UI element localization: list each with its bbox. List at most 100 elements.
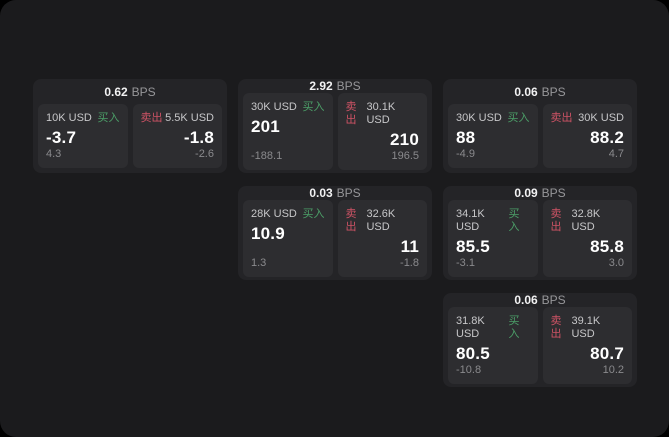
spread-header: 0.03 BPS <box>243 186 427 200</box>
spread-header: 0.06 BPS <box>448 79 632 104</box>
sell-tile-header: 卖出 32.6K USD <box>346 208 420 234</box>
sell-tile-header: 卖出 5.5K USD <box>141 112 215 125</box>
buy-tile-header: 10K USD 买入 <box>46 112 120 125</box>
buy-tile-header: 34.1K USD 买入 <box>456 208 530 234</box>
sell-delta: 196.5 <box>391 150 419 162</box>
buy-tile-header: 28K USD 买入 <box>251 208 325 221</box>
buy-delta: 4.3 <box>46 148 62 160</box>
sell-side-label: 卖出 <box>550 112 573 124</box>
buy-price: 80.5 <box>456 344 490 363</box>
buy-side-label: 买入 <box>302 208 325 220</box>
buy-quote-tile[interactable]: 28K USD 买入 10.9 1.3 <box>243 200 333 277</box>
quote-card: 0.06 BPS 31.8K USD 买入 80.5 -10.8 卖出 39.1… <box>443 293 637 387</box>
sell-side-label: 卖出 <box>345 101 357 126</box>
sell-quote-tile[interactable]: 卖出 32.6K USD 11 -1.8 <box>337 200 427 277</box>
spread-value: 0.03 <box>309 186 333 200</box>
sell-tile-header: 卖出 32.8K USD <box>551 208 625 234</box>
quote-card: 0.06 BPS 30K USD 买入 88 -4.9 卖出 30K USD <box>443 79 637 173</box>
spread-unit: BPS <box>541 293 566 307</box>
sell-quote-tile[interactable]: 卖出 32.8K USD 85.8 3.0 <box>542 200 632 277</box>
buy-quote-tile[interactable]: 30K USD 买入 88 -4.9 <box>448 104 538 168</box>
buy-delta: -188.1 <box>251 150 283 162</box>
spread-unit: BPS <box>131 84 156 99</box>
buy-notional: 28K USD <box>251 208 297 220</box>
quote-card: 2.92 BPS 30K USD 买入 201 -188.1 卖出 30.1K … <box>238 79 432 173</box>
sell-delta: 10.2 <box>602 364 624 376</box>
buy-quote-tile[interactable]: 30K USD 买入 201 -188.1 <box>243 93 333 170</box>
buy-tile-header: 31.8K USD 买入 <box>456 315 530 341</box>
sell-price: -1.8 <box>183 128 214 147</box>
buy-delta: -10.8 <box>456 364 482 376</box>
sell-notional: 32.6K USD <box>366 208 396 233</box>
buy-quote-tile[interactable]: 34.1K USD 买入 85.5 -3.1 <box>448 200 538 277</box>
sell-notional: 32.8K USD <box>571 208 601 233</box>
sell-side-label: 卖出 <box>550 315 562 340</box>
spread-value: 0.62 <box>104 84 128 99</box>
buy-price: 201 <box>251 117 280 136</box>
sell-notional: 5.5K USD <box>165 112 214 124</box>
buy-delta: 1.3 <box>251 257 267 269</box>
sell-delta: -2.6 <box>195 148 214 160</box>
quote-card: 0.62 BPS 10K USD 买入 -3.7 4.3 卖出 5.5K USD <box>33 79 227 173</box>
sell-quote-tile[interactable]: 卖出 30K USD 88.2 4.7 <box>542 104 632 168</box>
spread-unit: BPS <box>541 84 566 99</box>
sell-price: 85.8 <box>590 237 624 256</box>
buy-notional: 10K USD <box>46 112 92 124</box>
buy-delta: -3.1 <box>456 257 475 269</box>
spread-unit: BPS <box>336 186 361 200</box>
spread-unit: BPS <box>336 79 361 93</box>
buy-side-label: 买入 <box>508 315 520 340</box>
sell-notional: 39.1K USD <box>571 315 601 340</box>
spread-header: 2.92 BPS <box>243 79 427 93</box>
buy-side-label: 买入 <box>507 112 530 124</box>
spread-value: 2.92 <box>309 79 333 93</box>
spread-header: 0.06 BPS <box>448 293 632 307</box>
sell-delta: 4.7 <box>608 148 624 160</box>
sell-notional: 30.1K USD <box>366 101 396 126</box>
buy-quote-tile[interactable]: 10K USD 买入 -3.7 4.3 <box>38 104 128 168</box>
spread-header: 0.62 BPS <box>38 79 222 104</box>
sell-notional: 30K USD <box>578 112 624 124</box>
sell-quote-tile[interactable]: 卖出 39.1K USD 80.7 10.2 <box>542 307 632 384</box>
buy-tile-header: 30K USD 买入 <box>251 101 325 114</box>
sell-delta: 3.0 <box>608 257 624 269</box>
buy-side-label: 买入 <box>302 101 325 113</box>
buy-delta: -4.9 <box>456 148 475 160</box>
quote-tiles: 28K USD 买入 10.9 1.3 卖出 32.6K USD 11 -1.8 <box>243 200 427 277</box>
buy-price: 10.9 <box>251 224 285 243</box>
buy-notional: 30K USD <box>251 101 297 113</box>
quote-tiles: 30K USD 买入 88 -4.9 卖出 30K USD 88.2 4.7 <box>448 104 632 168</box>
quote-tiles: 30K USD 买入 201 -188.1 卖出 30.1K USD 210 1… <box>243 93 427 170</box>
spread-value: 0.06 <box>514 84 538 99</box>
buy-tile-header: 30K USD 买入 <box>456 112 530 125</box>
quote-card: 0.03 BPS 28K USD 买入 10.9 1.3 卖出 32.6K US… <box>238 186 432 280</box>
quote-card: 0.09 BPS 34.1K USD 买入 85.5 -3.1 卖出 32.8K… <box>443 186 637 280</box>
buy-notional: 31.8K USD <box>456 315 485 340</box>
buy-price: 88 <box>456 128 476 147</box>
sell-quote-tile[interactable]: 卖出 30.1K USD 210 196.5 <box>337 93 427 170</box>
sell-price: 88.2 <box>590 128 624 147</box>
buy-quote-tile[interactable]: 31.8K USD 买入 80.5 -10.8 <box>448 307 538 384</box>
quote-tiles: 10K USD 买入 -3.7 4.3 卖出 5.5K USD -1.8 -2.… <box>38 104 222 168</box>
quote-grid: 0.62 BPS 10K USD 买入 -3.7 4.3 卖出 5.5K USD <box>33 79 637 387</box>
buy-notional: 34.1K USD <box>456 208 485 233</box>
spread-value: 0.06 <box>514 293 538 307</box>
quote-tiles: 34.1K USD 买入 85.5 -3.1 卖出 32.8K USD 85.8… <box>448 200 632 277</box>
buy-notional: 30K USD <box>456 112 502 124</box>
sell-tile-header: 卖出 30.1K USD <box>346 101 420 127</box>
spread-value: 0.09 <box>514 186 538 200</box>
sell-tile-header: 卖出 30K USD <box>551 112 625 125</box>
buy-side-label: 买入 <box>97 112 120 124</box>
sell-tile-header: 卖出 39.1K USD <box>551 315 625 341</box>
sell-price: 80.7 <box>590 344 624 363</box>
spread-header: 0.09 BPS <box>448 186 632 200</box>
buy-side-label: 买入 <box>508 208 520 233</box>
sell-quote-tile[interactable]: 卖出 5.5K USD -1.8 -2.6 <box>132 104 222 168</box>
quote-tiles: 31.8K USD 买入 80.5 -10.8 卖出 39.1K USD 80.… <box>448 307 632 384</box>
sell-delta: -1.8 <box>400 257 419 269</box>
sell-side-label: 卖出 <box>140 112 163 124</box>
sell-price: 210 <box>390 130 419 149</box>
sell-side-label: 卖出 <box>345 208 357 233</box>
sell-price: 11 <box>400 237 419 256</box>
